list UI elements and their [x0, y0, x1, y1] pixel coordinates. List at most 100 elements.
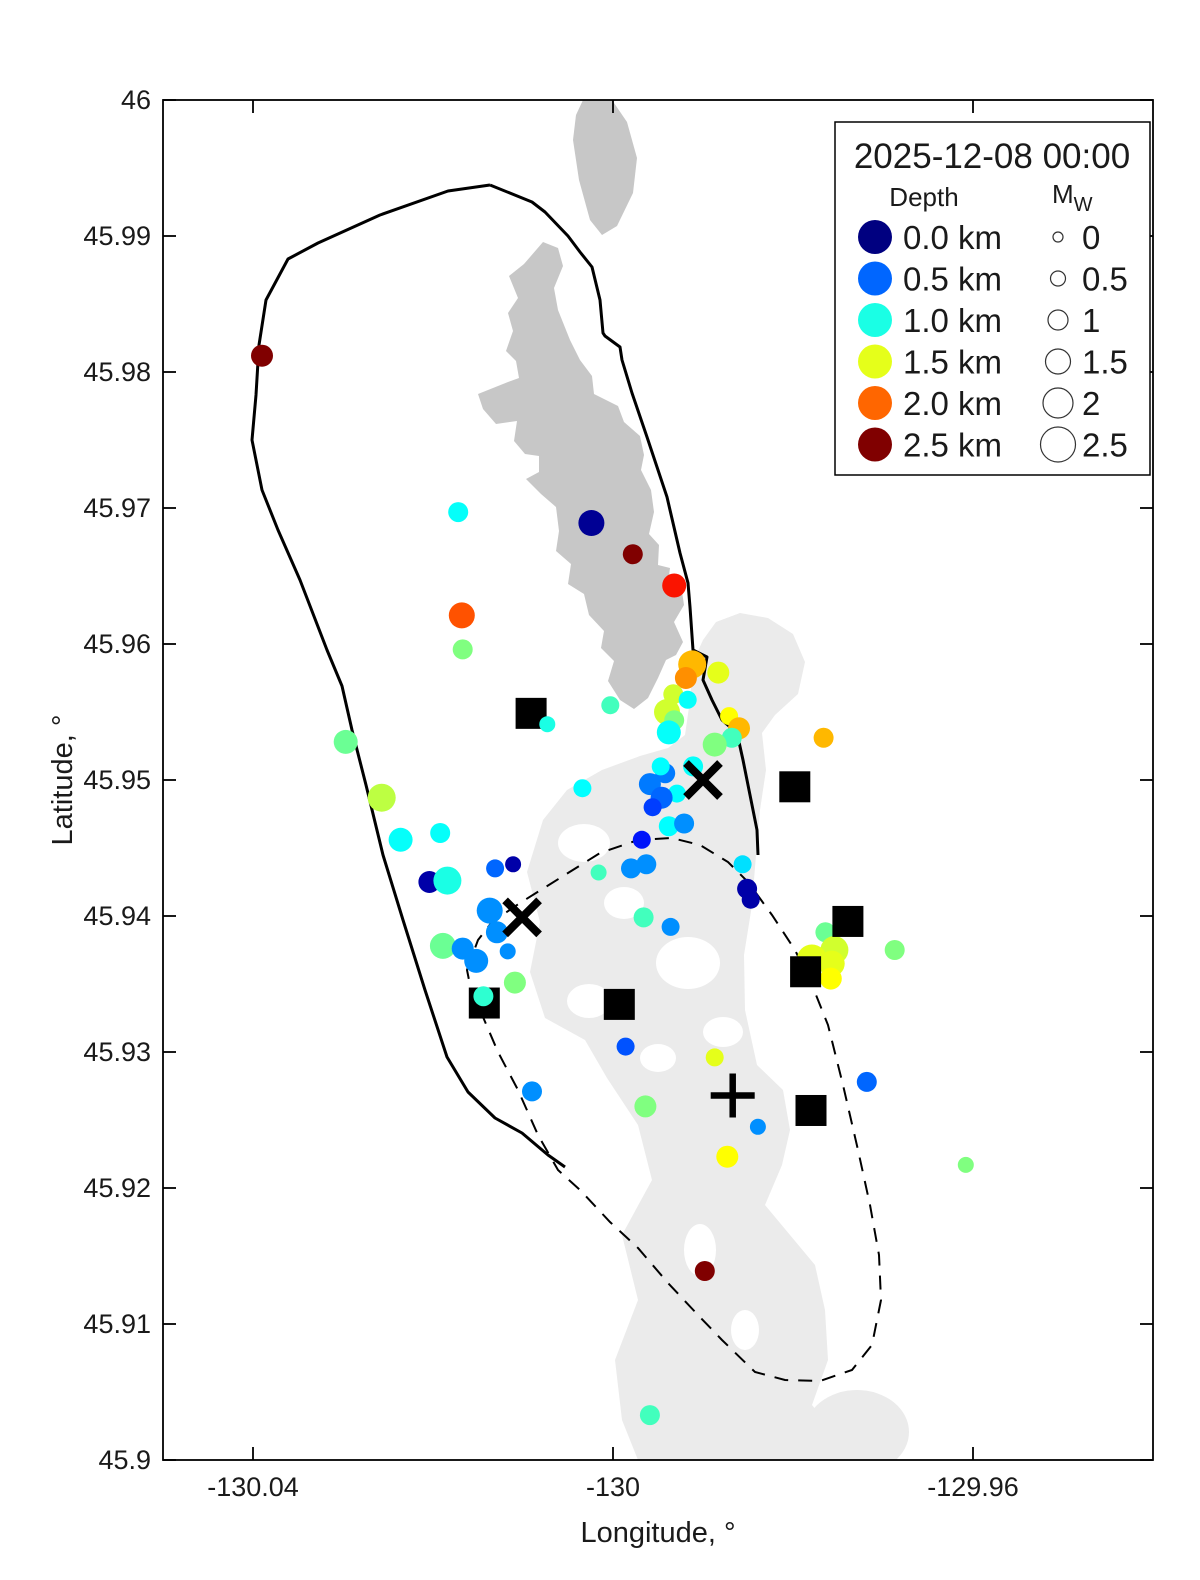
earthquake-marker — [430, 823, 451, 843]
earthquake-marker — [448, 502, 469, 523]
x-axis-label: Longitude, ° — [580, 1517, 735, 1549]
dark-lava-flow-shape — [573, 100, 637, 235]
earthquake-marker — [741, 890, 760, 909]
earthquake-marker — [601, 696, 620, 715]
legend-mw-swatch — [1044, 348, 1072, 375]
earthquake-marker — [678, 690, 697, 709]
legend-depth-label: 2.0 km — [903, 385, 1002, 422]
earthquake-marker — [661, 917, 680, 936]
legend-depth-swatch — [858, 303, 892, 337]
earthquake-marker — [705, 1048, 724, 1067]
earthquake-marker — [499, 943, 516, 960]
earthquake-marker — [622, 544, 643, 565]
legend-depth-label: 0.5 km — [903, 261, 1002, 298]
earthquake-marker — [632, 830, 651, 849]
earthquake-marker — [429, 932, 456, 959]
axes-frame: -130.04 -130 -129.96 45.9 45.91 45.92 45.93 45.… — [83, 85, 1154, 1502]
earthquake-marker — [813, 727, 834, 748]
station-square-marker — [603, 988, 635, 1020]
legend-mw-label: 1 — [1082, 302, 1100, 339]
earthquake-marker — [573, 779, 592, 798]
plus-marker — [710, 1073, 755, 1118]
station-square-marker — [832, 905, 864, 937]
legend-mw-swatch — [1042, 387, 1074, 419]
dark-lava-flow-shape — [478, 242, 684, 709]
x-marker — [502, 897, 542, 938]
legend-mw-label: 0 — [1082, 219, 1100, 256]
earthquake-marker — [452, 639, 473, 660]
y-tick-label: 46 — [121, 85, 151, 115]
legend-depth-swatch — [858, 220, 892, 254]
legend-border — [834, 121, 1151, 476]
y-tick-label: 45.93 — [83, 1037, 151, 1067]
legend-mw-swatch — [1052, 231, 1064, 243]
earthquake-marker — [621, 858, 641, 879]
earthquake-marker — [674, 813, 695, 834]
legend-mw-label: 2 — [1082, 385, 1100, 422]
y-axis-label: Latitude, ° — [47, 715, 79, 846]
cross-markers — [502, 760, 755, 1118]
earthquake-marker — [643, 798, 662, 817]
earthquake-marker — [388, 827, 413, 852]
earthquake-marker — [590, 864, 607, 881]
earthquake-marker — [662, 573, 687, 598]
earthquake-marker — [658, 816, 679, 837]
light-lava-flow-shape — [805, 1390, 909, 1460]
legend-mw-swatch — [1049, 270, 1067, 287]
legend-timestamp: 2025-12-08 00:00 — [854, 137, 1130, 176]
earthquake-marker — [819, 967, 842, 990]
earthquake-marker — [656, 720, 681, 745]
legend-depth-label: 0.0 km — [903, 219, 1002, 256]
earthquake-marker — [522, 1081, 542, 1102]
station-markers — [468, 697, 864, 1126]
earthquake-marker — [433, 866, 462, 895]
y-tick-label: 45.9 — [98, 1445, 151, 1475]
earthquake-marker — [639, 1405, 660, 1426]
earthquake-marker — [464, 948, 489, 973]
earthquake-marker — [674, 667, 697, 689]
legend-depth-label: 1.5 km — [903, 344, 1002, 381]
earthquake-marker — [485, 921, 508, 944]
station-square-marker — [779, 771, 811, 803]
y-tick-label: 45.96 — [83, 629, 151, 659]
y-tick-label: 45.91 — [83, 1309, 151, 1339]
x-marker — [683, 760, 723, 800]
earthquake-marker — [578, 510, 605, 536]
earthquake-marker — [856, 1071, 877, 1092]
earthquake-marker — [251, 344, 273, 367]
legend-depth-swatch — [858, 344, 892, 379]
earthquake-marker — [716, 1145, 739, 1168]
legend-depth-label: 1.0 km — [903, 302, 1002, 339]
earthquake-marker — [707, 661, 730, 684]
x-tick-label: -130 — [586, 1472, 640, 1502]
earthquake-marker — [636, 854, 657, 875]
y-tick-label: 45.98 — [83, 357, 151, 387]
legend-depth-swatch — [858, 261, 892, 296]
earthquake-marker — [616, 1037, 635, 1056]
y-tick-label: 45.92 — [83, 1173, 151, 1203]
earthquake-marker — [473, 986, 494, 1007]
legend-mw-header: MW — [1052, 179, 1093, 216]
light-lava-flow-shape — [527, 613, 838, 1460]
earthquake-marker — [694, 1261, 715, 1281]
earthquake-marker — [733, 855, 752, 874]
earthquake-marker — [957, 1156, 974, 1173]
y-tick-label: 45.94 — [83, 901, 151, 931]
x-tick-label: -130.04 — [207, 1472, 299, 1502]
earthquake-points-front — [473, 716, 556, 1007]
legend-mw-swatch — [1047, 309, 1069, 331]
earthquake-marker — [884, 940, 905, 960]
station-square-marker — [795, 1094, 827, 1126]
earthquake-marker — [651, 757, 670, 776]
y-tick-label: 45.99 — [83, 221, 151, 251]
earthquake-marker — [702, 732, 727, 757]
legend-depth-swatch — [858, 386, 892, 420]
earthquake-marker — [448, 602, 475, 629]
earthquake-marker — [539, 716, 556, 733]
legend-depth-swatch — [858, 427, 892, 462]
y-tick-label: 45.95 — [83, 765, 151, 795]
earthquake-marker — [367, 783, 396, 812]
earthquake-marker — [633, 907, 654, 928]
